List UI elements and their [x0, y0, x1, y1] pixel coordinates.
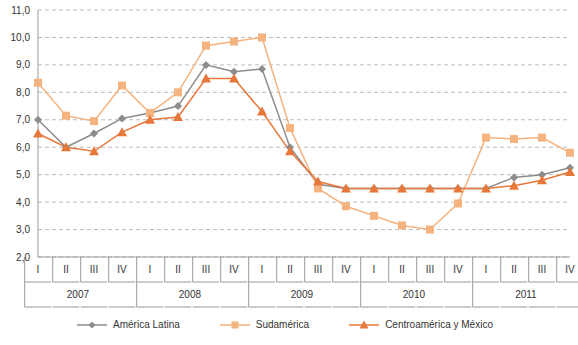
svg-text:IV: IV	[565, 264, 570, 275]
svg-text:I: I	[149, 264, 152, 275]
svg-text:III: III	[426, 264, 434, 275]
html-text:Sudamérica: Sudamérica	[255, 319, 310, 330]
svg-text:11,0: 11,0	[11, 5, 30, 16]
svg-text:II: II	[287, 264, 293, 275]
svg-text:II: II	[511, 264, 517, 275]
svg-text:II: II	[175, 264, 181, 275]
svg-text:3,0: 3,0	[16, 224, 30, 235]
svg-text:2011: 2011	[515, 289, 537, 300]
svg-text:6,0: 6,0	[16, 142, 30, 153]
svg-text:IV: IV	[229, 264, 239, 275]
svg-text:II: II	[399, 264, 405, 275]
svg-text:I: I	[485, 264, 488, 275]
svg-text:I: I	[261, 264, 264, 275]
svg-text:IV: IV	[453, 264, 463, 275]
svg-text:4,0: 4,0	[16, 197, 30, 208]
svg-text:III: III	[202, 264, 210, 275]
svg-text:III: III	[538, 264, 546, 275]
svg-text:III: III	[314, 264, 322, 275]
svg-text:2007: 2007	[67, 289, 90, 300]
svg-text:2008: 2008	[179, 289, 202, 300]
svg-text:IV: IV	[341, 264, 351, 275]
svg-text:5,0: 5,0	[16, 169, 30, 180]
svg-text:10,0: 10,0	[11, 32, 31, 43]
svg-text:2,0: 2,0	[16, 252, 30, 263]
svg-text:I: I	[37, 264, 40, 275]
html-text:Centroamérica y México: Centroamérica y México	[385, 319, 493, 330]
svg-text:III: III	[90, 264, 98, 275]
svg-text:II: II	[63, 264, 69, 275]
svg-text:2010: 2010	[403, 289, 426, 300]
svg-text:9,0: 9,0	[16, 59, 30, 70]
html-text:América Latina: América Latina	[113, 319, 180, 330]
svg-text:8,0: 8,0	[16, 87, 30, 98]
svg-text:2009: 2009	[291, 289, 314, 300]
svg-text:7,0: 7,0	[16, 114, 30, 125]
svg-text:I: I	[373, 264, 376, 275]
svg-text:IV: IV	[117, 264, 127, 275]
